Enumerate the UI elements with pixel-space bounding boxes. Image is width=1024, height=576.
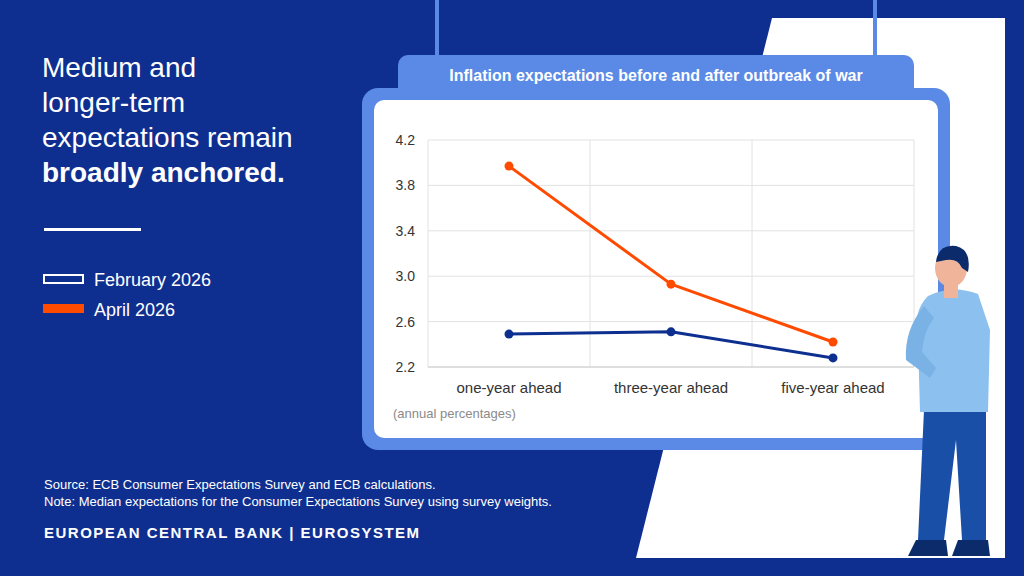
point (829, 353, 838, 362)
publisher: EUROPEAN CENTRAL BANK | EUROSYSTEM (44, 524, 421, 541)
shoe (908, 540, 948, 556)
y-tick-label: 2.6 (396, 314, 416, 330)
headline-line: Medium and (42, 52, 196, 83)
legend-swatch (44, 275, 83, 283)
grid (428, 140, 914, 367)
person-illustration (906, 246, 990, 556)
series-line (509, 166, 833, 342)
y-tick-label: 2.2 (396, 359, 416, 375)
point (667, 327, 676, 336)
source: Source: ECB Consumer Expectations Survey… (44, 477, 436, 492)
arm (906, 306, 936, 378)
point (667, 280, 676, 289)
x-tick-label: one-year ahead (456, 379, 561, 396)
grid-line (428, 367, 914, 368)
headline: Medium and longer-term expectations remain (42, 52, 293, 153)
legend-label: February 2026 (94, 270, 211, 290)
legend-label: April 2026 (94, 300, 175, 320)
panel (374, 100, 938, 438)
background (0, 0, 1024, 576)
headline-line: longer-term (42, 87, 185, 118)
grid-line-vertical (752, 140, 753, 367)
x-tick-label: five-year ahead (781, 379, 884, 396)
grid-line (428, 230, 914, 231)
headline-emphasis: broadly anchored. (42, 157, 285, 188)
grid-line (428, 276, 914, 277)
wire (873, 0, 877, 60)
divider (44, 228, 141, 231)
shirt (916, 289, 990, 412)
data-group (505, 162, 838, 363)
point (829, 338, 838, 347)
point (505, 330, 514, 339)
y-tick-label: 3.8 (396, 177, 416, 193)
axis-note: (annual percentages) (393, 406, 516, 421)
headline-line: broadly anchored. (42, 157, 285, 188)
note: Note: Median expectations for the Consum… (44, 494, 552, 509)
chart-title: Inflation expectations before and after … (449, 67, 862, 84)
grid-line (428, 185, 914, 186)
headline-line: expectations remain (42, 122, 293, 153)
y-tick-label: 4.2 (396, 132, 416, 148)
trousers (918, 410, 986, 540)
grid-line (428, 321, 914, 322)
y-tick-label: 3.0 (396, 268, 416, 284)
x-axis-line (428, 367, 914, 368)
shoe (952, 540, 990, 556)
legend-swatch (43, 304, 84, 313)
wire (435, 0, 439, 60)
y-tick-label: 3.4 (396, 223, 416, 239)
point (505, 162, 514, 171)
x-tick-label: three-year ahead (614, 379, 728, 396)
grid-line-vertical (428, 140, 429, 367)
panel-frame (362, 88, 950, 450)
grid-line (428, 140, 914, 141)
hair (936, 246, 969, 272)
